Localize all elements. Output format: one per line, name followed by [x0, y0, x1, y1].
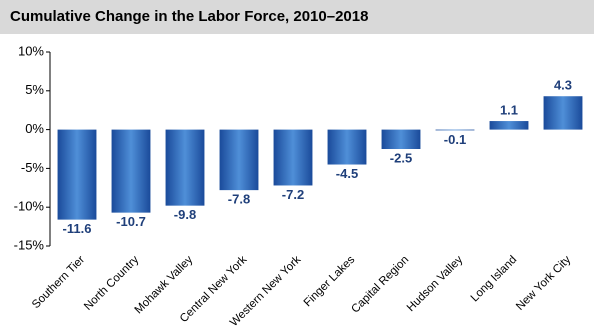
bar	[489, 121, 529, 130]
value-label: -11.6	[63, 221, 92, 236]
value-label: -7.2	[282, 187, 304, 202]
x-tick-label: Long Island	[469, 254, 520, 305]
bar	[57, 129, 97, 220]
value-label: 4.3	[554, 78, 572, 93]
value-label: -2.5	[390, 150, 412, 165]
bar	[435, 129, 475, 131]
x-tick-label: Hudson Valley	[405, 254, 465, 314]
x-tick-label: Finger Lakes	[302, 254, 358, 310]
x-tick-label: North Country	[82, 254, 141, 313]
value-label: -4.5	[336, 166, 358, 181]
bar	[381, 129, 421, 149]
y-tick-label: -10%	[14, 199, 45, 214]
chart-title: Cumulative Change in the Labor Force, 20…	[10, 8, 368, 25]
bar	[219, 129, 259, 191]
y-tick-label: 10%	[18, 43, 44, 58]
value-label: -9.8	[174, 207, 196, 222]
bar	[327, 129, 367, 165]
x-tick-label: Capital Region	[349, 254, 411, 316]
x-tick-label: New York City	[514, 254, 573, 313]
bar	[165, 129, 205, 206]
y-tick-label: -15%	[14, 237, 45, 252]
bar	[111, 129, 151, 213]
value-label: -7.8	[228, 192, 250, 207]
y-tick-label: -5%	[21, 160, 45, 175]
x-tick-label: Southern Tier	[30, 254, 87, 311]
bar	[543, 96, 583, 130]
value-label: -0.1	[444, 132, 466, 147]
value-label: -10.7	[116, 214, 146, 229]
y-tick-label: 0%	[25, 121, 44, 136]
value-label: 1.1	[500, 103, 518, 118]
title-band	[0, 0, 594, 34]
y-tick-label: 5%	[25, 82, 44, 97]
bar	[273, 129, 313, 186]
x-tick-label: Mohawk Valley	[133, 254, 196, 317]
